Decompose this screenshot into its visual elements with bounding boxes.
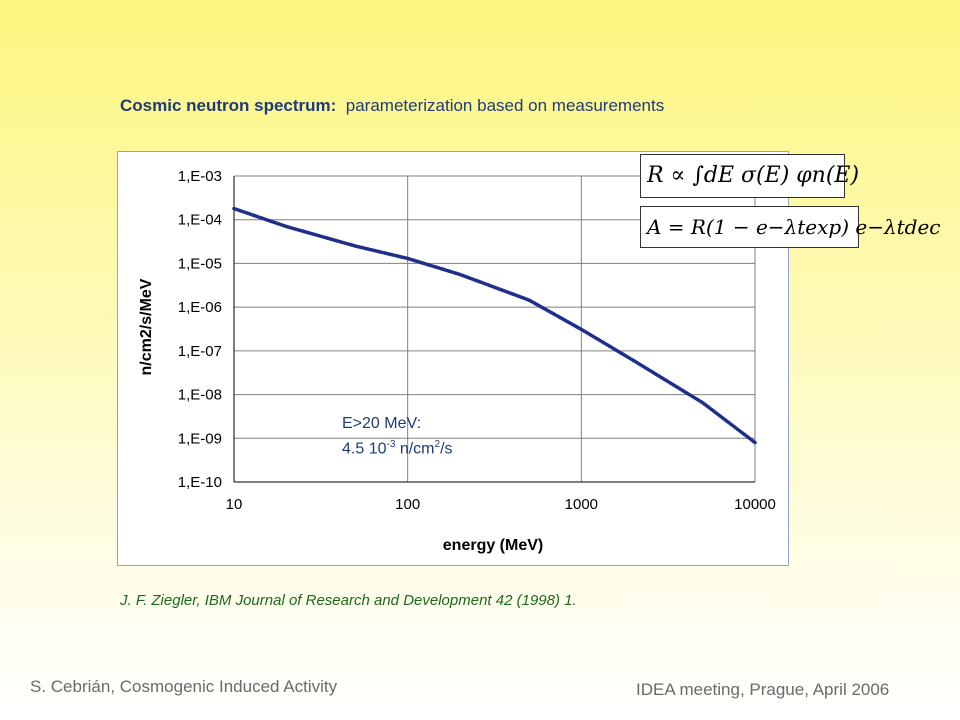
x-tick-label: 100 [395,496,420,513]
citation: J. F. Ziegler, IBM Journal of Research a… [120,592,577,609]
x-axis-label: energy (MeV) [443,537,543,554]
annotation-unit: n/cm [395,440,435,458]
x-tick-label: 10 [226,496,243,513]
data-point [753,440,757,445]
y-tick-label: 1,E-09 [178,430,222,447]
y-tick-label: 1,E-03 [178,168,222,185]
annotation-unit-tail: /s [440,440,453,458]
footer-event: IDEA meeting, Prague, April 2006 [636,680,890,699]
annotation-exp: -3 [386,439,396,450]
annotation-unit-exp: 2 [434,439,441,450]
chart-tick-labels: 1,E-10 1,E-09 1,E-08 1,E-07 1,E-06 1,E-05 1,E-… [178,168,776,513]
rate-formula: R ∝ ∫dE σ(E) φn(E) [640,154,859,198]
annotation-value: 4.5 10 [342,440,387,458]
y-tick-label: 1,E-10 [178,474,222,491]
y-tick-label: 1,E-04 [178,212,222,229]
rate-formula-text: R ∝ ∫dE σ(E) φn(E) [647,163,860,188]
y-tick-label: 1,E-05 [178,255,222,272]
y-tick-label: 1,E-06 [178,299,222,316]
y-tick-label: 1,E-07 [178,343,222,360]
annotation-line2: 4.5 10-3 n/cm2/s [342,434,453,459]
activity-formula-text: A = R(1 − e−λtexp) e−λtdec [647,215,941,239]
slide-title-bold: Cosmic neutron spectrum: [120,96,337,115]
slide-title: Cosmic neutron spectrum: parameterizatio… [120,96,664,116]
annotation-line1: E>20 MeV: [342,415,422,432]
slide-title-rest: parameterization based on measurements [345,96,665,115]
x-tick-label: 1000 [565,496,598,513]
x-tick-label: 10000 [734,496,776,513]
y-axis-label: n/cm2/s/MeV [138,278,155,375]
footer-author: S. Cebrián, Cosmogenic Induced Activity [30,677,338,696]
flux-annotation: E>20 MeV: 4.5 10-3 n/cm2/s [342,413,453,459]
chart-axes [233,176,755,483]
chart-series [232,206,757,445]
activity-formula: A = R(1 − e−λtexp) e−λtdec [640,206,941,248]
y-tick-label: 1,E-08 [178,387,222,404]
